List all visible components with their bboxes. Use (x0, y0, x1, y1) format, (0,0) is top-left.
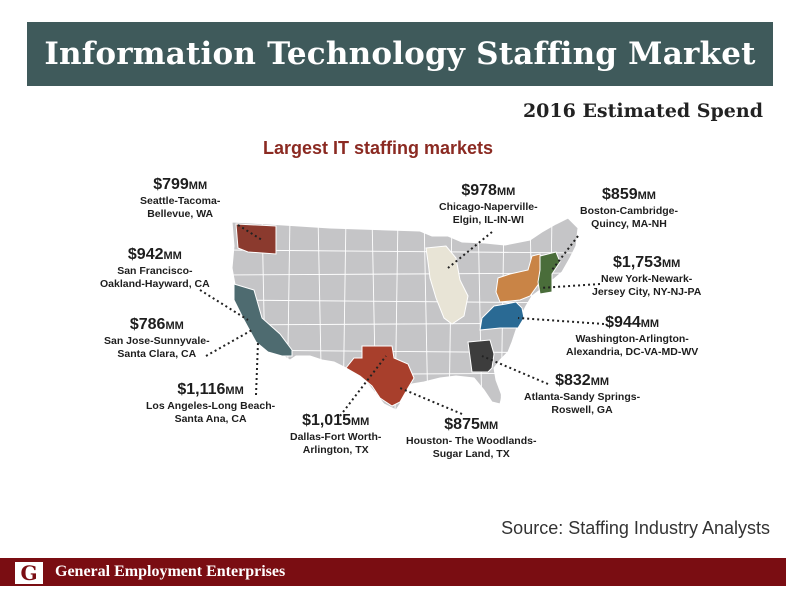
map-title: Largest IT staffing markets (263, 138, 494, 158)
state-border-line (232, 299, 578, 304)
market-label-atlanta: $832MM Atlanta-Sandy Springs- Roswell, G… (524, 372, 641, 416)
leader-line-san-jose (205, 329, 253, 357)
footer-bar (0, 558, 786, 586)
market-amount: $859MM (602, 186, 656, 203)
state-border-line (232, 249, 578, 254)
company-name: General Employment Enterprises (55, 563, 286, 580)
market-label-new-york: $1,753MM New York-Newark- Jersey City, N… (592, 254, 702, 298)
state-new-england (537, 251, 561, 295)
market-amount: $978MM (461, 182, 516, 199)
market-label-houston: $875MM Houston- The Woodlands- Sugar Lan… (406, 416, 537, 460)
market-amount: $944MM (605, 314, 660, 331)
market-amount: $1,753MM (613, 254, 681, 271)
market-label-chicago: $978MM Chicago-Naperville- Elgin, IL-IN-… (439, 182, 538, 226)
market-amount: $875MM (444, 416, 499, 433)
page-title: Information Technology Staffing Market (44, 36, 756, 72)
market-label-san-francisco: $942MM San Francisco- Oakland-Hayward, C… (100, 246, 210, 290)
market-amount: $832MM (555, 372, 610, 389)
leader-line-los-angeles (255, 341, 259, 396)
market-label-los-angeles: $1,116MM Los Angeles-Long Beach- Santa A… (146, 381, 276, 425)
state-virginia (479, 301, 525, 331)
market-label-dallas: $1,015MM Dallas-Fort Worth- Arlington, T… (290, 412, 382, 456)
source-note: Source: Staffing Industry Analysts (501, 518, 770, 538)
state-georgia (467, 339, 495, 373)
leader-line-atlanta (481, 355, 549, 385)
leader-line-houston (399, 387, 463, 415)
market-label-seattle: $799MM Seattle-Tacoma- Bellevue, WA (140, 176, 221, 220)
state-washington (235, 223, 277, 255)
market-label-san-jose: $786MM San Jose-Sunnyvale- Santa Clara, … (104, 316, 210, 360)
state-border-line (477, 218, 483, 410)
highlighted-states (233, 223, 561, 407)
state-texas (345, 345, 415, 407)
market-amount: $1,116MM (177, 381, 244, 398)
market-amount: $786MM (129, 316, 184, 333)
title-bar: Information Technology Staffing Market (27, 22, 773, 86)
leader-line-new-york (539, 283, 601, 289)
market-amount: $799MM (153, 176, 208, 193)
market-amount: $942MM (127, 246, 182, 263)
market-label-boston: $859MM Boston-Cambridge- Quincy, MA-NH (580, 186, 678, 230)
company-logo: G (13, 560, 45, 586)
leader-line-boston (551, 235, 579, 271)
market-amount: $1,015MM (302, 412, 370, 429)
state-illinois (425, 245, 469, 325)
market-label-washington: $944MM Washington-Arlington- Alexandria,… (566, 314, 699, 358)
leader-line-washington (517, 317, 605, 325)
leader-lines (199, 224, 605, 417)
subtitle: 2016 Estimated Spend (522, 100, 763, 122)
